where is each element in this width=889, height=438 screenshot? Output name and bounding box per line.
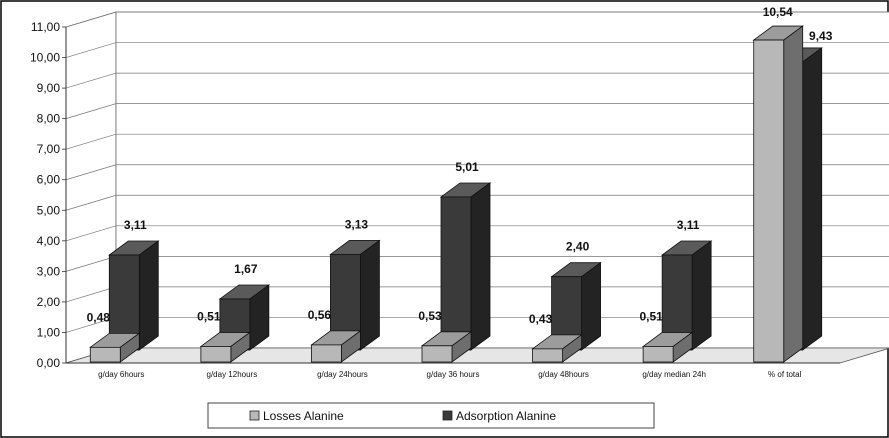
y-tick-label: 11,00 [31, 20, 60, 34]
y-tick-label: 10,00 [30, 51, 60, 65]
data-label-losses: 0,53 [418, 309, 442, 323]
y-tick-label: 5,00 [37, 203, 61, 217]
data-label-losses: 0,56 [308, 308, 332, 322]
data-label-adsorption: 3,13 [345, 217, 369, 231]
category-label: g/day 6hours [98, 370, 144, 379]
bar-losses-alanine-6 [754, 26, 803, 362]
data-label-adsorption: 1,67 [234, 262, 258, 276]
data-label-adsorption: 2,40 [566, 240, 590, 254]
bar-front [441, 197, 471, 350]
bar-front [754, 40, 784, 362]
data-label-losses: 0,43 [529, 312, 553, 326]
y-tick-label: 8,00 [37, 112, 61, 126]
category-label: g/day 36 hours [427, 370, 480, 379]
y-tick-label: 7,00 [37, 142, 61, 156]
bar-side [139, 241, 158, 350]
bar-front [201, 346, 231, 362]
legend-label: Losses Alanine [263, 409, 344, 423]
category-label: % of total [768, 370, 802, 379]
data-label-adsorption: 3,11 [677, 218, 700, 232]
legend-label: Adsorption Alanine [456, 409, 556, 423]
data-label-losses: 0,51 [639, 309, 663, 323]
y-tick-label: 0,00 [37, 356, 61, 370]
legend-swatch [443, 411, 452, 420]
bar-front [422, 346, 452, 362]
data-label-adsorption: 5,01 [455, 160, 479, 174]
data-label-losses: 0,48 [87, 310, 111, 324]
y-tick-label: 4,00 [37, 234, 61, 248]
bar-side [692, 241, 711, 350]
bar-side [784, 26, 803, 362]
y-tick-label: 3,00 [37, 264, 61, 278]
y-tick-label: 2,00 [37, 295, 61, 309]
data-label-losses: 0,51 [197, 309, 221, 323]
bar-adsorption-alanine-3 [441, 183, 490, 350]
legend-swatch [250, 411, 259, 420]
y-tick-label: 1,00 [37, 325, 61, 339]
category-label: g/day 48hours [538, 370, 589, 379]
bar-front [643, 346, 673, 362]
legend-item: Losses Alanine [250, 409, 344, 423]
bar-front [311, 345, 341, 362]
bar-side [360, 240, 379, 350]
data-label-losses: 10,54 [763, 5, 793, 19]
bar-side [471, 183, 490, 350]
category-label: g/day 24hours [317, 370, 368, 379]
legend-item: Adsorption Alanine [443, 409, 556, 423]
y-tick-label: 9,00 [37, 81, 61, 95]
category-label: g/day 12hours [207, 370, 258, 379]
data-label-adsorption: 3,11 [124, 218, 147, 232]
legend: Losses Alanine Adsorption Alanine [208, 403, 654, 428]
data-label-adsorption: 9,43 [809, 29, 833, 43]
bar-side [582, 263, 601, 350]
bar-front [90, 347, 120, 362]
bar-front [533, 349, 563, 362]
bar-side [803, 48, 822, 350]
y-tick-label: 6,00 [37, 173, 61, 187]
category-label: g/day median 24h [642, 370, 706, 379]
